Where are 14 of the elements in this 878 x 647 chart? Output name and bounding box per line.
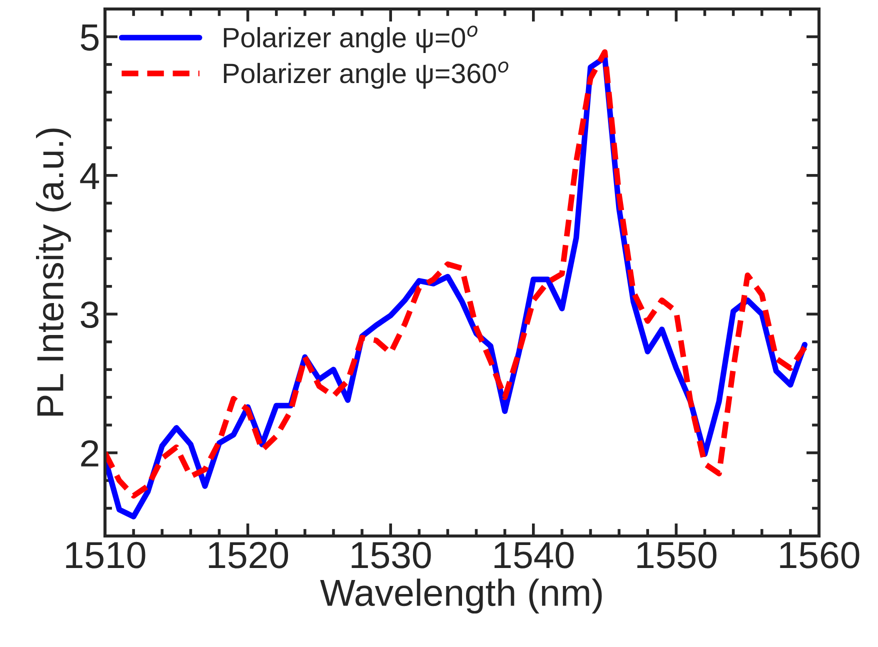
y-axis-title: PL Intensity (a.u.) <box>36 128 71 416</box>
x-tick-label: 1550 <box>637 542 716 568</box>
x-tick-label: 1530 <box>352 542 431 568</box>
x-tick-label: 1560 <box>780 542 860 568</box>
y-tick-label: 3 <box>80 302 98 328</box>
y-tick-label: 5 <box>80 24 99 51</box>
y-tick-label: 2 <box>81 440 98 466</box>
legend-label: Polarizer angle ψ=360$^{o}$ <box>224 62 508 89</box>
x-tick-label: 1540 <box>494 542 574 568</box>
x-axis-title: Wavelength (nm) <box>320 578 602 614</box>
y-tick-label: 4 <box>80 163 100 190</box>
legend-label: Polarizer angle ψ=0$^{o}$ <box>224 26 478 53</box>
x-tick-label: 1510 <box>66 542 146 568</box>
x-tick-label: 1520 <box>208 542 288 568</box>
